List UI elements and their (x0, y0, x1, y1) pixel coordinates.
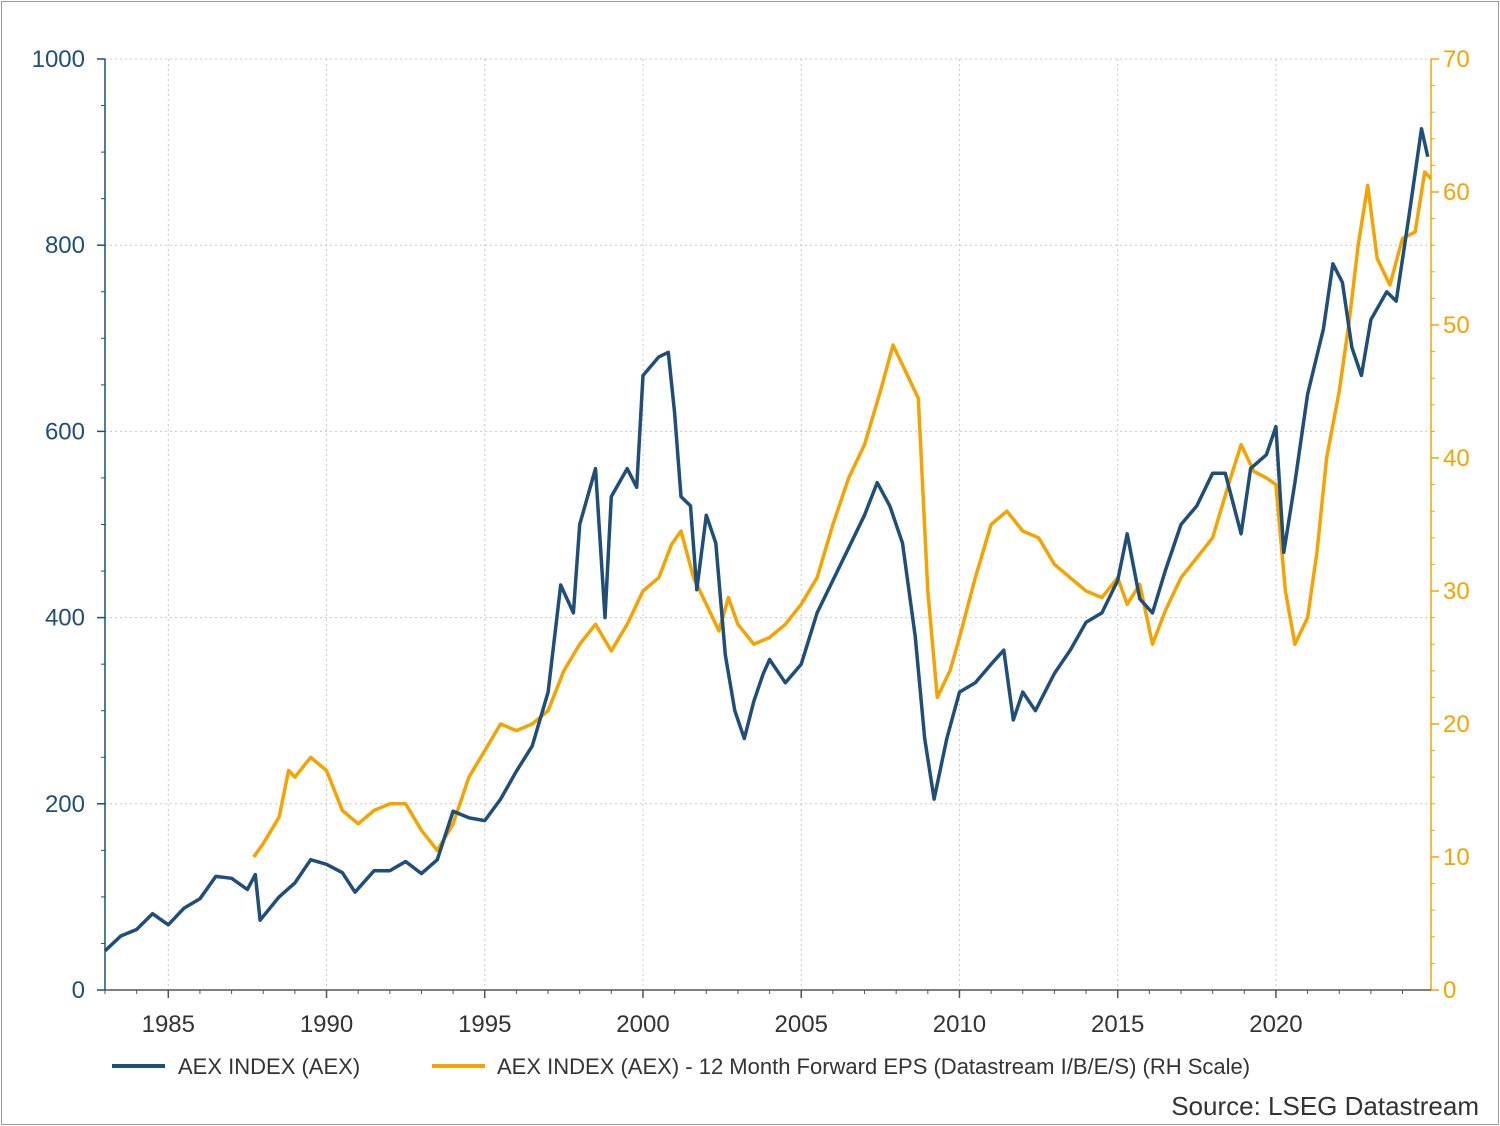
y-right-tick-label: 40 (1443, 445, 1470, 472)
y-right-tick-label: 70 (1443, 46, 1470, 73)
y-left-tick-label: 800 (45, 232, 85, 259)
y-left-tick-label: 200 (45, 791, 85, 818)
y-left-tick-label: 400 (45, 605, 85, 632)
x-tick-label: 1985 (142, 1011, 195, 1038)
y-right-tick-label: 10 (1443, 844, 1470, 871)
y-right-tick-label: 0 (1443, 977, 1456, 1004)
series-lines (103, 127, 1433, 953)
grid (105, 58, 1431, 990)
x-tick-label: 1990 (300, 1011, 353, 1038)
y-right-tick-label: 20 (1443, 711, 1470, 738)
legend-label-forward-eps: AEX INDEX (AEX) - 12 Month Forward EPS (… (497, 1054, 1250, 1079)
y-left-tick-label: 1000 (32, 46, 85, 73)
x-tick-label: 2020 (1249, 1011, 1302, 1038)
legend-label-aex-index: AEX INDEX (AEX) (178, 1054, 360, 1079)
x-tick-label: 2010 (933, 1011, 986, 1038)
y-right-tick-label: 50 (1443, 312, 1470, 339)
x-tick-label: 1995 (458, 1011, 511, 1038)
legend: AEX INDEX (AEX) AEX INDEX (AEX) - 12 Mon… (112, 1054, 1250, 1079)
source-note: Source: LSEG Datastream (1171, 1091, 1479, 1121)
y-right-tick-label: 30 (1443, 578, 1470, 605)
x-tick-label: 2005 (775, 1011, 828, 1038)
y-left-tick-label: 600 (45, 418, 85, 445)
y-right-tick-label: 60 (1443, 179, 1470, 206)
series-line-aex-index (103, 127, 1430, 953)
y-left-tick-label: 0 (72, 977, 85, 1004)
x-tick-label: 2000 (616, 1011, 669, 1038)
x-tick-label: 2015 (1091, 1011, 1144, 1038)
axes: 0 200 400 600 800 1000 0 10 20 30 40 50 60 70 1985 1990… (32, 46, 1470, 1038)
series-line-forward-eps (252, 170, 1433, 859)
